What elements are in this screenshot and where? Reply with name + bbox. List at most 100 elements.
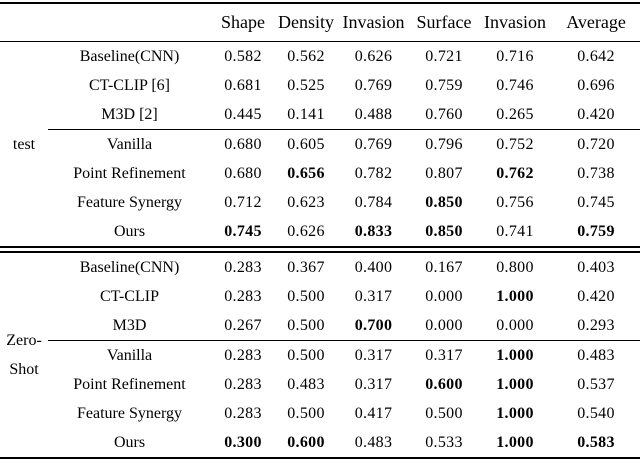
metric-value: 0.745 <box>577 193 615 211</box>
column-header-invasion2: Invasion <box>478 3 552 42</box>
metric-value: 0.500 <box>287 316 325 334</box>
metric-value: 0.537 <box>577 375 615 393</box>
table-row: Vanilla 0.283 0.500 0.317 0.317 1.000 0.483 <box>0 340 640 370</box>
metric-value: 0.700 <box>354 316 393 334</box>
double-rule <box>0 246 640 253</box>
column-header-density: Density <box>275 3 337 42</box>
metric-value: 0.833 <box>354 222 393 240</box>
metric-value: 0.626 <box>354 47 393 65</box>
metric-value: 0.483 <box>354 433 393 451</box>
metric-value: 0.720 <box>552 129 640 159</box>
table-row: Zero- Shot Baseline(CNN) 0.283 0.367 0.400 0.1… <box>0 252 640 379</box>
method-name: Feature Synergy <box>76 193 182 211</box>
metric-value: 0.605 <box>275 129 337 159</box>
table-row: Vanilla 0.680 0.605 0.769 0.796 0.752 0.720 <box>0 129 640 159</box>
metric-value: 0.400 <box>354 258 393 276</box>
metric-value: 0.283 <box>224 287 262 305</box>
section-divider <box>0 246 640 253</box>
metric-value: 0.582 <box>224 47 262 65</box>
metric-value: 0.317 <box>354 375 393 393</box>
metric-value: 0.500 <box>275 340 337 370</box>
metric-value: 0.420 <box>577 105 615 123</box>
metric-value: 0.317 <box>337 340 410 370</box>
row-group-label-line: Zero- <box>6 332 42 349</box>
method-name: Ours <box>113 222 146 240</box>
metric-value: 0.540 <box>577 404 615 422</box>
header-method-spacer <box>48 3 211 42</box>
metric-value: 0.367 <box>287 258 325 276</box>
metric-value: 0.488 <box>354 105 393 123</box>
method-name: Vanilla <box>48 340 211 370</box>
table-row: CT-CLIP [6] 0.681 0.525 0.769 0.759 0.746 0.69… <box>0 71 640 100</box>
metric-value: 0.167 <box>425 258 463 276</box>
row-group-label-line: Shot <box>9 361 39 378</box>
table-row: Ours 0.300 0.600 0.483 0.533 1.000 0.583 <box>0 428 640 458</box>
metric-value: 0.500 <box>287 404 325 422</box>
metric-value: 0.500 <box>287 287 325 305</box>
metric-value: 0.759 <box>577 222 615 240</box>
metric-value: 0.760 <box>425 105 463 123</box>
table-row: Feature Synergy 0.283 0.500 0.417 0.500 1.000… <box>0 399 640 428</box>
metric-value: 0.680 <box>224 164 262 182</box>
metric-value: 0.000 <box>425 316 463 334</box>
metric-value: 1.000 <box>478 340 552 370</box>
metric-value: 0.626 <box>287 222 325 240</box>
metric-value: 0.300 <box>224 433 262 451</box>
method-name: CT-CLIP <box>100 287 159 305</box>
table-header: Shape Density Invasion Surface Invasion … <box>0 3 640 42</box>
method-name: CT-CLIP [6] <box>88 76 171 94</box>
metric-value: 1.000 <box>496 287 534 305</box>
metric-value: 0.850 <box>425 222 463 240</box>
metric-value: 0.600 <box>287 433 325 451</box>
method-name: Feature Synergy <box>76 404 182 422</box>
metric-value: 0.533 <box>425 433 463 451</box>
metric-value: 0.283 <box>224 375 262 393</box>
metric-value: 0.796 <box>410 129 478 159</box>
metric-value: 0.769 <box>354 76 393 94</box>
metric-value: 0.525 <box>287 76 325 94</box>
metric-value: 0.420 <box>577 287 615 305</box>
method-name: Ours <box>113 433 146 451</box>
metric-value: 1.000 <box>496 375 534 393</box>
metric-value: 0.759 <box>425 76 463 94</box>
metric-value: 0.850 <box>425 193 463 211</box>
metric-value: 0.752 <box>478 129 552 159</box>
table-row: Point Refinement 0.680 0.656 0.782 0.807 0.76… <box>0 159 640 188</box>
header-row: Shape Density Invasion Surface Invasion … <box>0 3 640 42</box>
metric-value: 0.800 <box>496 258 534 276</box>
metric-value: 0.642 <box>577 47 615 65</box>
column-header-shape: Shape <box>211 3 275 42</box>
metric-value: 0.483 <box>287 375 325 393</box>
metric-value: 0.000 <box>496 316 534 334</box>
table-row: Ours 0.745 0.626 0.833 0.850 0.741 0.759 <box>0 217 640 247</box>
table-body: test Baseline(CNN) 0.582 0.562 0.626 0.721 0.7… <box>0 42 640 459</box>
metric-value: 0.746 <box>496 76 534 94</box>
method-name: Baseline(CNN) <box>79 47 180 65</box>
metric-value: 0.403 <box>577 258 615 276</box>
metric-value: 0.583 <box>577 433 615 451</box>
metric-value: 0.807 <box>425 164 463 182</box>
metric-value: 0.782 <box>354 164 393 182</box>
method-name: Point Refinement <box>73 164 186 182</box>
metric-value: 0.741 <box>496 222 534 240</box>
metric-value: 0.716 <box>496 47 534 65</box>
method-name: M3D <box>112 316 147 334</box>
row-group-label: Zero- Shot <box>0 252 48 458</box>
metric-value: 0.745 <box>224 222 262 240</box>
metric-value: 0.317 <box>354 287 393 305</box>
metric-value: 0.769 <box>337 129 410 159</box>
metric-value: 0.656 <box>287 164 325 182</box>
row-group-label: test <box>0 42 48 248</box>
table-row: Feature Synergy 0.712 0.623 0.784 0.850 0.756… <box>0 188 640 217</box>
table-row: M3D 0.267 0.500 0.700 0.000 0.000 0.293 <box>0 311 640 341</box>
metric-value: 0.600 <box>425 375 463 393</box>
table-row: CT-CLIP 0.283 0.500 0.317 0.000 1.000 0.420 <box>0 282 640 311</box>
metric-value: 0.696 <box>577 76 615 94</box>
metric-value: 0.317 <box>410 340 478 370</box>
metric-value: 0.283 <box>224 258 262 276</box>
method-name: Baseline(CNN) <box>79 258 180 276</box>
metric-value: 1.000 <box>496 433 534 451</box>
method-name: Vanilla <box>48 129 211 159</box>
metric-value: 0.283 <box>224 404 262 422</box>
